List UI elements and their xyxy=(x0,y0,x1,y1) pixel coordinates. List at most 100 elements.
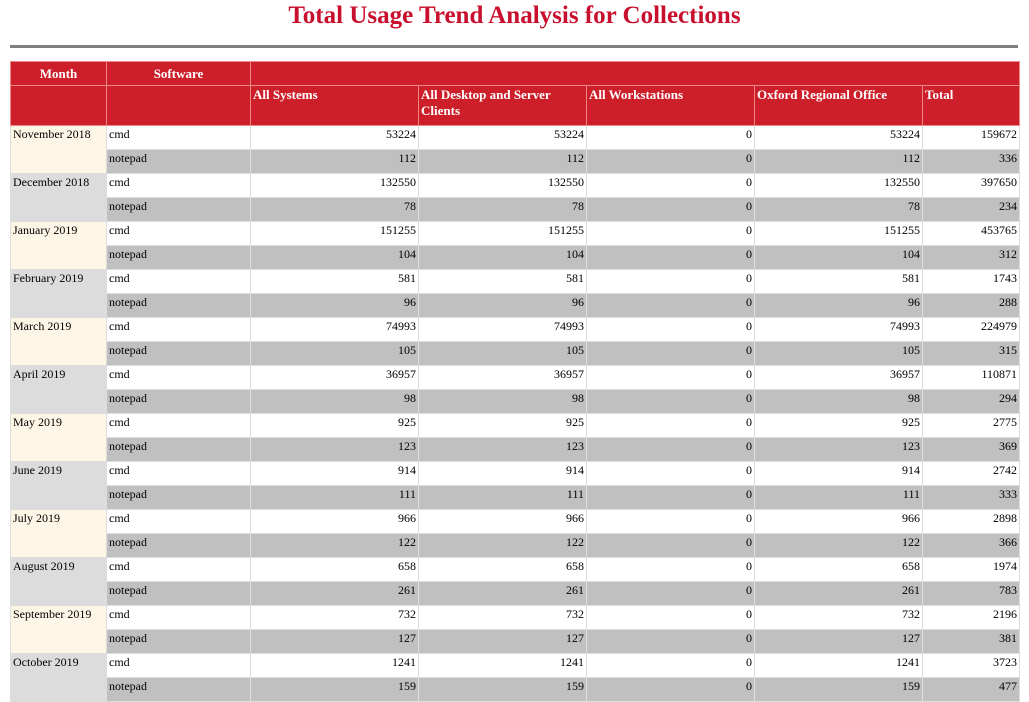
value-cell: 366 xyxy=(922,533,1020,558)
data-row: November 2018 cmd 53224 53224 0 53224 159672 xyxy=(10,125,1020,174)
month-cell: December 2018 xyxy=(10,173,107,222)
value-cell: 151255 xyxy=(250,221,419,246)
value-cell: 98 xyxy=(418,389,587,414)
value-cell: 2196 xyxy=(922,605,1020,630)
value-cell: 658 xyxy=(250,557,419,582)
value-cell: 104 xyxy=(418,245,587,270)
data-row: January 2019 cmd 151255 151255 0 151255 453765 xyxy=(10,221,1020,270)
value-cell: 0 xyxy=(586,293,755,318)
header-cell: Software xyxy=(106,61,251,86)
value-cell: 397650 xyxy=(922,173,1020,198)
value-cell: 2742 xyxy=(922,461,1020,486)
value-cell: 3723 xyxy=(922,653,1020,678)
data-row: notepad 96 96 0 96 288 xyxy=(11,293,1020,318)
software-cell: notepad xyxy=(106,581,251,606)
data-row: March 2019 cmd 74993 74993 0 74993 224979 xyxy=(10,317,1020,366)
value-cell: 122 xyxy=(418,533,587,558)
data-row: notepad 122 122 0 122 366 xyxy=(11,533,1020,558)
value-cell: 112 xyxy=(754,149,923,174)
value-cell: 36957 xyxy=(754,365,923,390)
data-row: notepad 123 123 0 123 369 xyxy=(11,437,1020,462)
data-row: February 2019 cmd 581 581 0 581 1743 xyxy=(10,269,1020,318)
software-cell: notepad xyxy=(106,437,251,462)
value-cell: 0 xyxy=(586,557,755,582)
software-cell: notepad xyxy=(106,533,251,558)
month-cell: August 2019 xyxy=(10,557,107,606)
value-cell: 783 xyxy=(922,581,1020,606)
value-cell: 0 xyxy=(586,605,755,630)
header-cell: Oxford Regional Office xyxy=(754,85,923,126)
usage-table: Month Software All Systems All Desktop an… xyxy=(10,61,1020,702)
value-cell: 966 xyxy=(250,509,419,534)
value-cell: 53224 xyxy=(418,125,587,150)
value-cell: 127 xyxy=(250,629,419,654)
value-cell: 0 xyxy=(586,173,755,198)
value-cell: 0 xyxy=(586,221,755,246)
value-cell: 0 xyxy=(586,197,755,222)
value-cell: 74993 xyxy=(418,317,587,342)
value-cell: 110871 xyxy=(922,365,1020,390)
value-cell: 122 xyxy=(754,533,923,558)
value-cell: 123 xyxy=(418,437,587,462)
value-cell: 74993 xyxy=(754,317,923,342)
software-cell: notepad xyxy=(106,341,251,366)
header-row: All Systems All Desktop and Server Client… xyxy=(10,85,1020,126)
header-cell: Month xyxy=(10,61,107,86)
value-cell: 261 xyxy=(250,581,419,606)
data-row: notepad 159 159 0 159 477 xyxy=(11,677,1020,702)
data-row: notepad 105 105 0 105 315 xyxy=(11,341,1020,366)
header-row: Month Software xyxy=(10,61,1020,86)
value-cell: 122 xyxy=(250,533,419,558)
value-cell: 0 xyxy=(586,245,755,270)
value-cell: 261 xyxy=(754,581,923,606)
value-cell: 453765 xyxy=(922,221,1020,246)
value-cell: 105 xyxy=(418,341,587,366)
value-cell: 1974 xyxy=(922,557,1020,582)
value-cell: 925 xyxy=(754,413,923,438)
value-cell: 925 xyxy=(250,413,419,438)
value-cell: 132550 xyxy=(418,173,587,198)
software-cell: notepad xyxy=(106,293,251,318)
data-row: July 2019 cmd 966 966 0 966 2898 xyxy=(10,509,1020,558)
value-cell: 477 xyxy=(922,677,1020,702)
software-cell: cmd xyxy=(106,653,251,678)
value-cell: 581 xyxy=(754,269,923,294)
value-cell: 105 xyxy=(250,341,419,366)
value-cell: 0 xyxy=(586,437,755,462)
value-cell: 98 xyxy=(250,389,419,414)
value-cell: 0 xyxy=(586,629,755,654)
value-cell: 96 xyxy=(250,293,419,318)
data-row: notepad 127 127 0 127 381 xyxy=(11,629,1020,654)
value-cell: 966 xyxy=(754,509,923,534)
value-cell: 312 xyxy=(922,245,1020,270)
month-cell: June 2019 xyxy=(10,461,107,510)
value-cell: 132550 xyxy=(754,173,923,198)
software-cell: cmd xyxy=(106,221,251,246)
value-cell: 96 xyxy=(418,293,587,318)
value-cell: 581 xyxy=(418,269,587,294)
software-cell: cmd xyxy=(106,557,251,582)
value-cell: 0 xyxy=(586,341,755,366)
value-cell: 123 xyxy=(250,437,419,462)
value-cell: 0 xyxy=(586,533,755,558)
month-cell: May 2019 xyxy=(10,413,107,462)
data-row: May 2019 cmd 925 925 0 925 2775 xyxy=(10,413,1020,462)
data-row: notepad 98 98 0 98 294 xyxy=(11,389,1020,414)
data-row: notepad 78 78 0 78 234 xyxy=(11,197,1020,222)
value-cell: 0 xyxy=(586,653,755,678)
software-cell: notepad xyxy=(106,197,251,222)
header-cell: All Workstations xyxy=(586,85,755,126)
value-cell: 914 xyxy=(754,461,923,486)
software-cell: cmd xyxy=(106,269,251,294)
data-row: October 2019 cmd 1241 1241 0 1241 3723 xyxy=(10,653,1020,702)
header-cell: All Systems xyxy=(250,85,419,126)
value-cell: 914 xyxy=(418,461,587,486)
data-row: December 2018 cmd 132550 132550 0 132550 39765… xyxy=(10,173,1020,222)
value-cell: 0 xyxy=(586,461,755,486)
value-cell: 966 xyxy=(418,509,587,534)
value-cell: 1241 xyxy=(250,653,419,678)
value-cell: 658 xyxy=(418,557,587,582)
value-cell: 294 xyxy=(922,389,1020,414)
month-cell: February 2019 xyxy=(10,269,107,318)
value-cell: 234 xyxy=(922,197,1020,222)
